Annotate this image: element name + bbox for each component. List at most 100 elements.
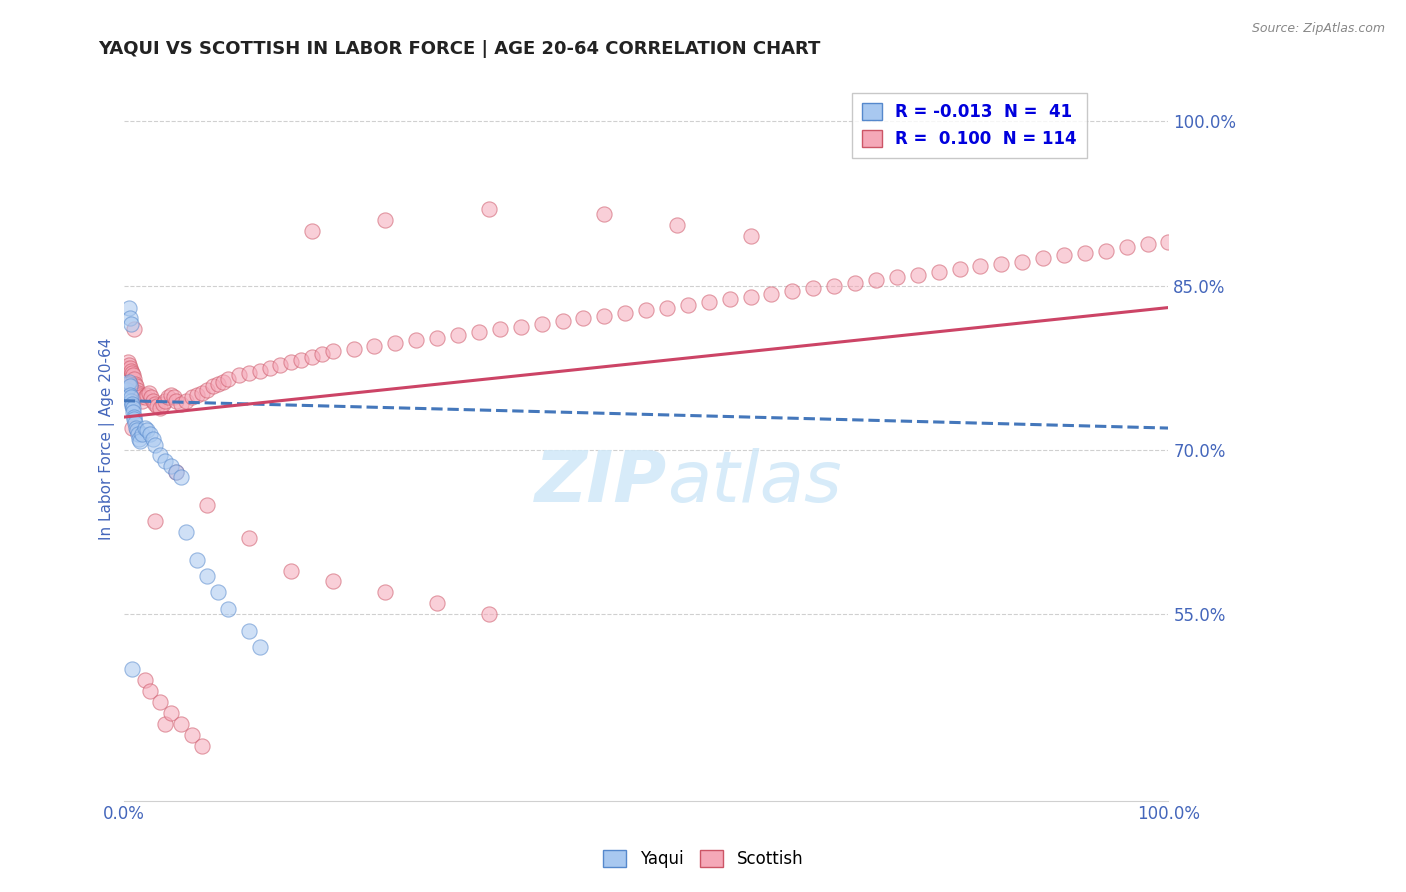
Point [149, 449, 172, 463]
Point [121, 662, 143, 676]
Point [593, 207, 616, 221]
Point [478, 202, 501, 216]
Point [363, 339, 385, 353]
Point [155, 717, 177, 731]
Point [1074, 245, 1097, 260]
Point [280, 564, 302, 578]
Point [990, 257, 1012, 271]
Point [290, 353, 312, 368]
Point [117, 377, 139, 392]
Point [426, 331, 449, 345]
Point [155, 393, 177, 408]
Point [238, 624, 260, 638]
Point [666, 219, 689, 233]
Point [121, 397, 143, 411]
Point [238, 366, 260, 380]
Point [143, 397, 166, 411]
Point [127, 423, 149, 437]
Point [180, 728, 202, 742]
Point [122, 412, 145, 426]
Point [384, 335, 406, 350]
Y-axis label: In Labor Force | Age 20-64: In Labor Force | Age 20-64 [100, 338, 115, 541]
Point [118, 311, 141, 326]
Point [142, 393, 165, 408]
Point [121, 399, 143, 413]
Point [844, 277, 866, 291]
Point [697, 295, 720, 310]
Point [120, 317, 142, 331]
Point [969, 259, 991, 273]
Point [135, 388, 157, 402]
Point [530, 317, 553, 331]
Point [718, 292, 741, 306]
Point [342, 342, 364, 356]
Point [636, 302, 658, 317]
Point [191, 739, 214, 753]
Point [907, 268, 929, 282]
Point [186, 552, 208, 566]
Point [551, 314, 574, 328]
Point [142, 432, 165, 446]
Point [122, 372, 145, 386]
Point [217, 602, 239, 616]
Point [865, 273, 887, 287]
Point [249, 364, 271, 378]
Point [155, 454, 177, 468]
Point [311, 346, 333, 360]
Point [118, 360, 141, 375]
Point [186, 388, 208, 402]
Point [322, 574, 344, 589]
Point [238, 531, 260, 545]
Point [139, 426, 162, 441]
Point [426, 596, 449, 610]
Text: ZIP: ZIP [534, 448, 666, 517]
Point [115, 383, 138, 397]
Point [118, 377, 141, 392]
Point [195, 383, 218, 397]
Point [191, 386, 214, 401]
Point [152, 397, 174, 411]
Point [761, 287, 783, 301]
Point [122, 401, 145, 416]
Point [149, 401, 172, 416]
Point [131, 393, 153, 408]
Point [468, 325, 491, 339]
Point [212, 375, 235, 389]
Point [1094, 244, 1116, 258]
Point [165, 465, 187, 479]
Point [120, 391, 142, 405]
Point [1032, 252, 1054, 266]
Point [118, 375, 141, 389]
Point [129, 391, 152, 405]
Point [572, 311, 595, 326]
Point [146, 399, 169, 413]
Point [207, 585, 229, 599]
Point [159, 706, 181, 720]
Point [593, 310, 616, 324]
Point [129, 434, 152, 449]
Point [280, 355, 302, 369]
Point [447, 327, 470, 342]
Point [1053, 248, 1076, 262]
Point [170, 470, 193, 484]
Point [125, 379, 148, 393]
Point [128, 432, 150, 446]
Point [948, 262, 970, 277]
Point [301, 350, 323, 364]
Point [823, 278, 845, 293]
Point [124, 416, 146, 430]
Point [782, 284, 804, 298]
Point [138, 386, 160, 401]
Point [134, 391, 156, 405]
Point [217, 372, 239, 386]
Point [149, 695, 172, 709]
Point [120, 364, 142, 378]
Point [134, 421, 156, 435]
Point [122, 404, 145, 418]
Point [180, 391, 202, 405]
Point [195, 498, 218, 512]
Point [405, 334, 427, 348]
Point [655, 301, 678, 315]
Point [127, 383, 149, 397]
Point [170, 717, 193, 731]
